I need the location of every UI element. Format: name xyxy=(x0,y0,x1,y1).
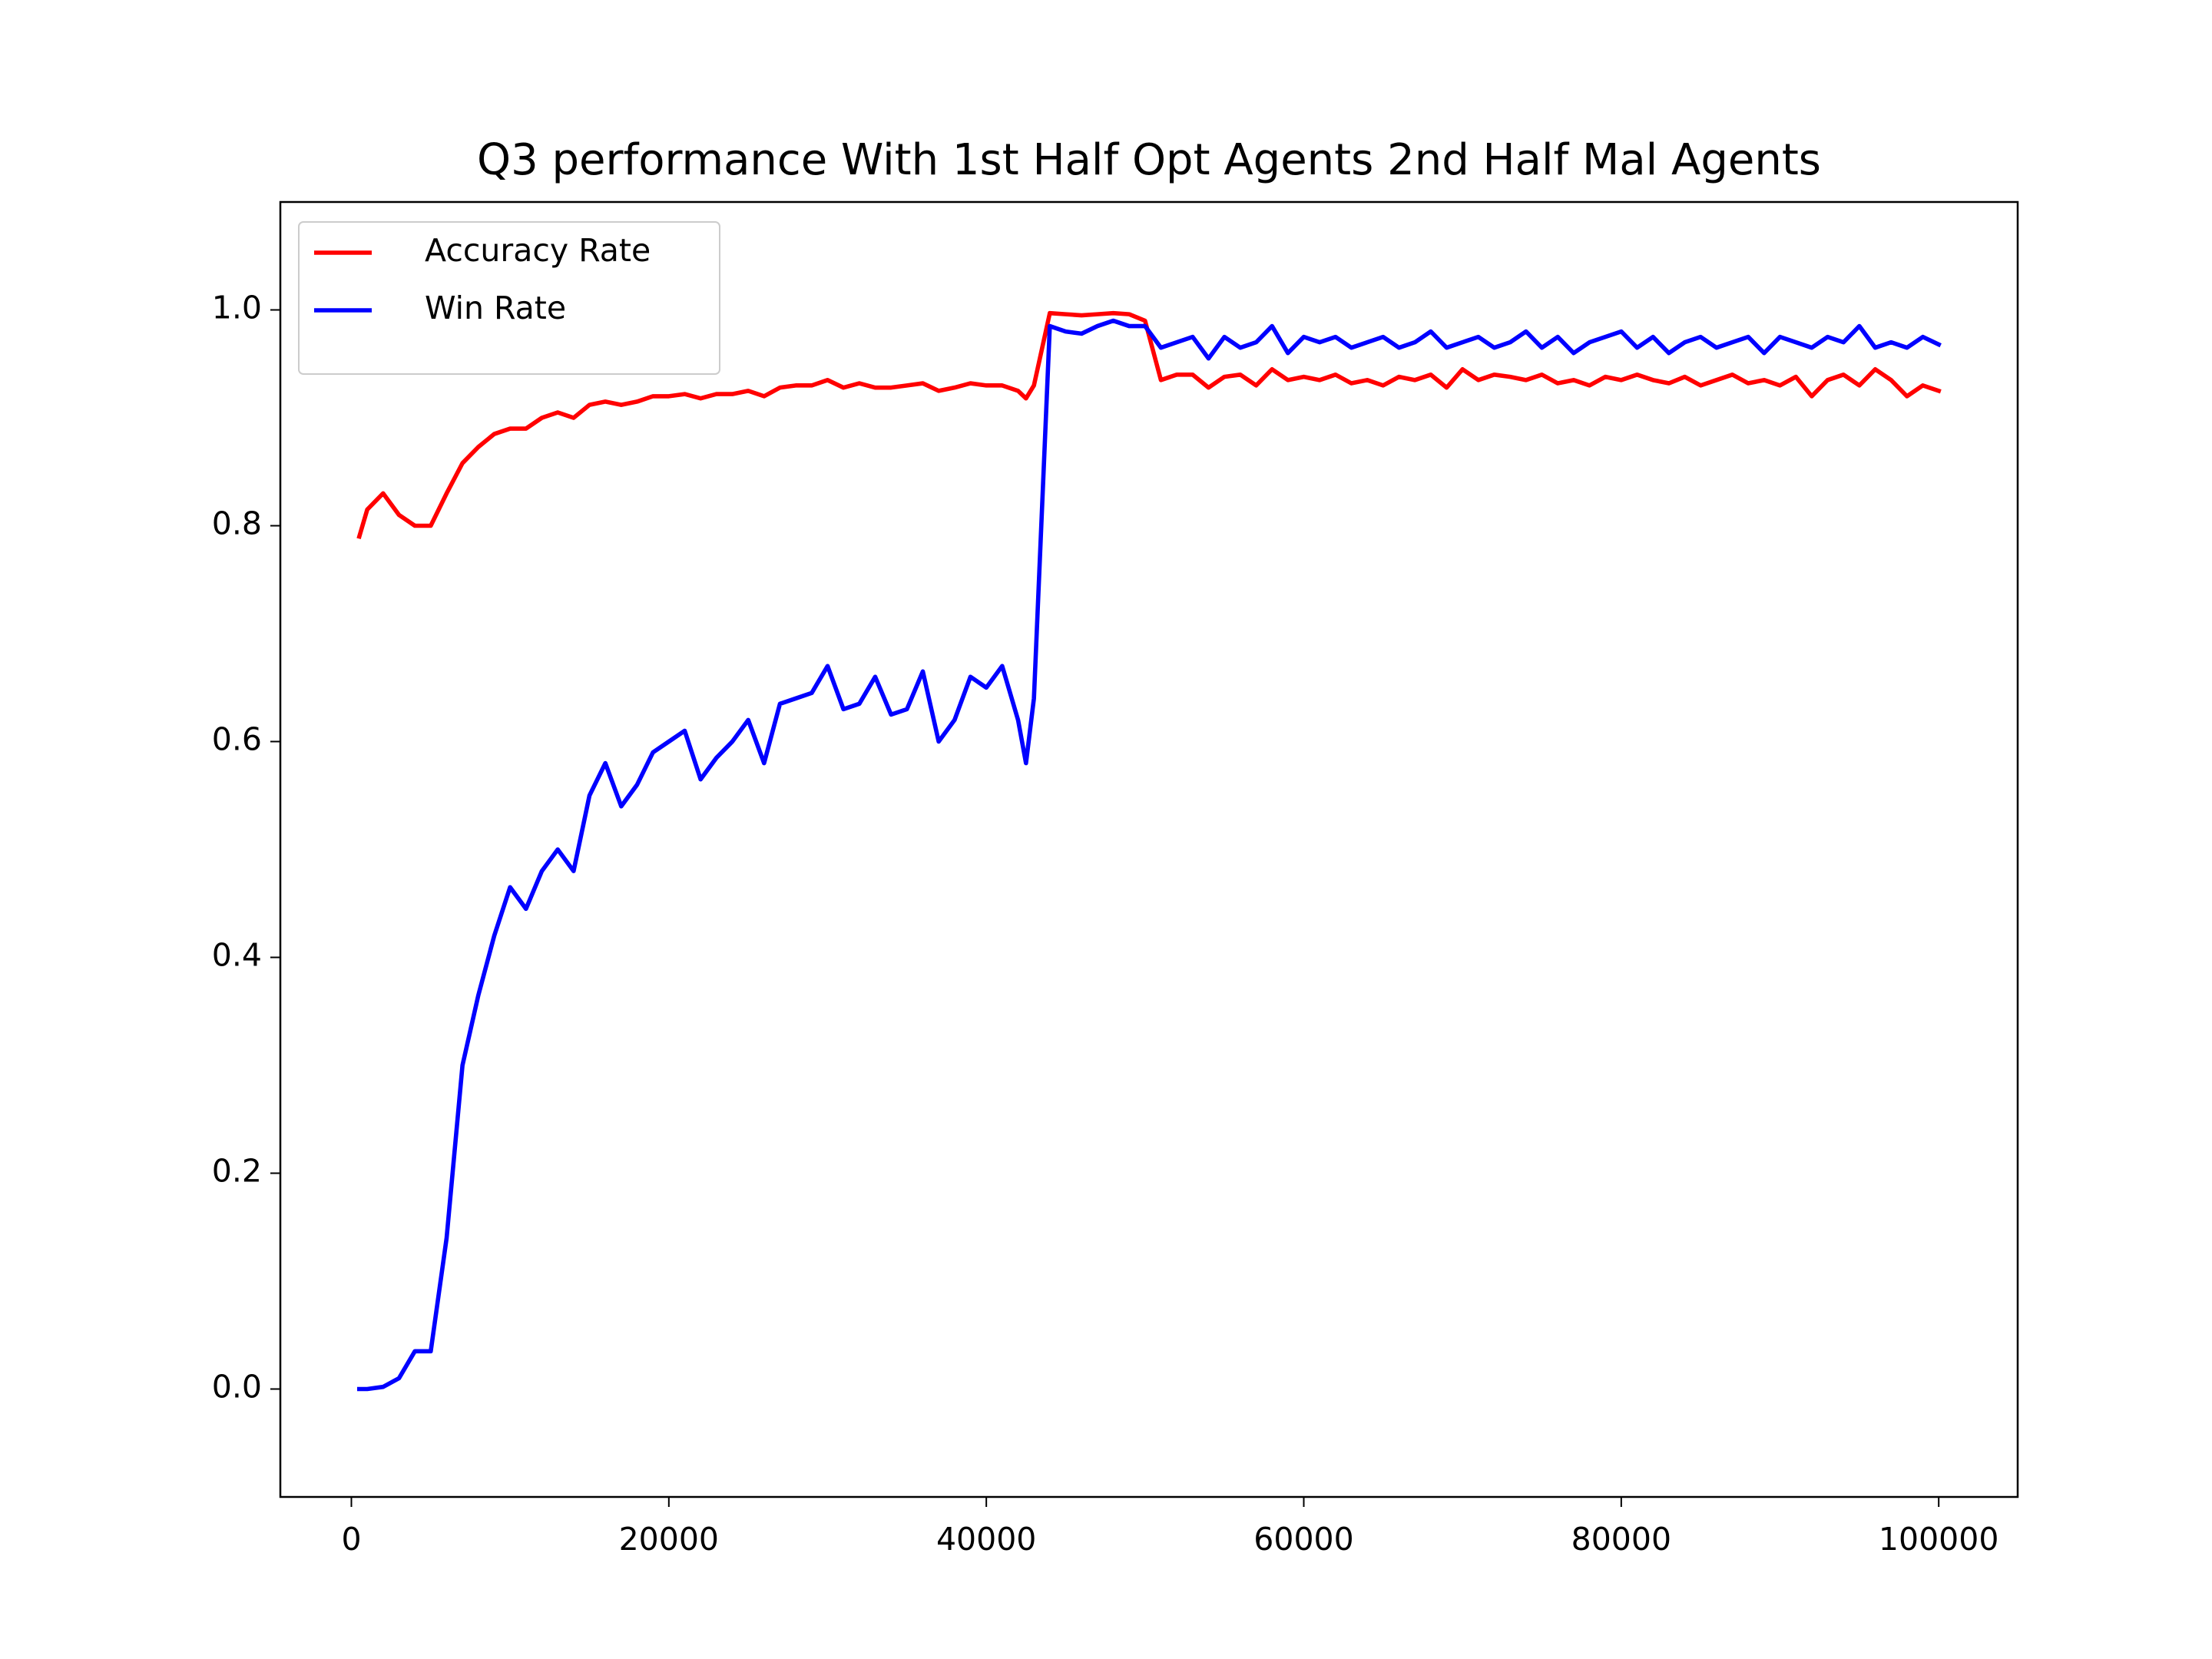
y-tick-label: 1.0 xyxy=(212,290,262,326)
y-tick-label: 0.8 xyxy=(212,505,262,542)
y-tick-label: 0.6 xyxy=(212,721,262,758)
x-tick-label: 40000 xyxy=(936,1521,1036,1558)
x-tick-label: 80000 xyxy=(1571,1521,1671,1558)
series-line xyxy=(356,310,1942,540)
x-tick-label: 60000 xyxy=(1253,1521,1353,1558)
series-line xyxy=(357,318,1942,1392)
x-tick-label: 20000 xyxy=(619,1521,719,1558)
y-tick-label: 0.2 xyxy=(212,1153,262,1190)
chart-title: Q3 performance With 1st Half Opt Agents … xyxy=(477,135,1821,185)
y-tick-label: 0.0 xyxy=(212,1369,262,1406)
y-tick-label: 0.4 xyxy=(212,937,262,974)
legend-label: Accuracy Rate xyxy=(425,232,651,269)
legend-label: Win Rate xyxy=(425,290,566,326)
x-tick-label: 0 xyxy=(341,1521,361,1558)
plot-frame xyxy=(279,200,2019,1498)
legend-box xyxy=(298,221,720,375)
x-tick-label: 100000 xyxy=(1879,1521,1999,1558)
